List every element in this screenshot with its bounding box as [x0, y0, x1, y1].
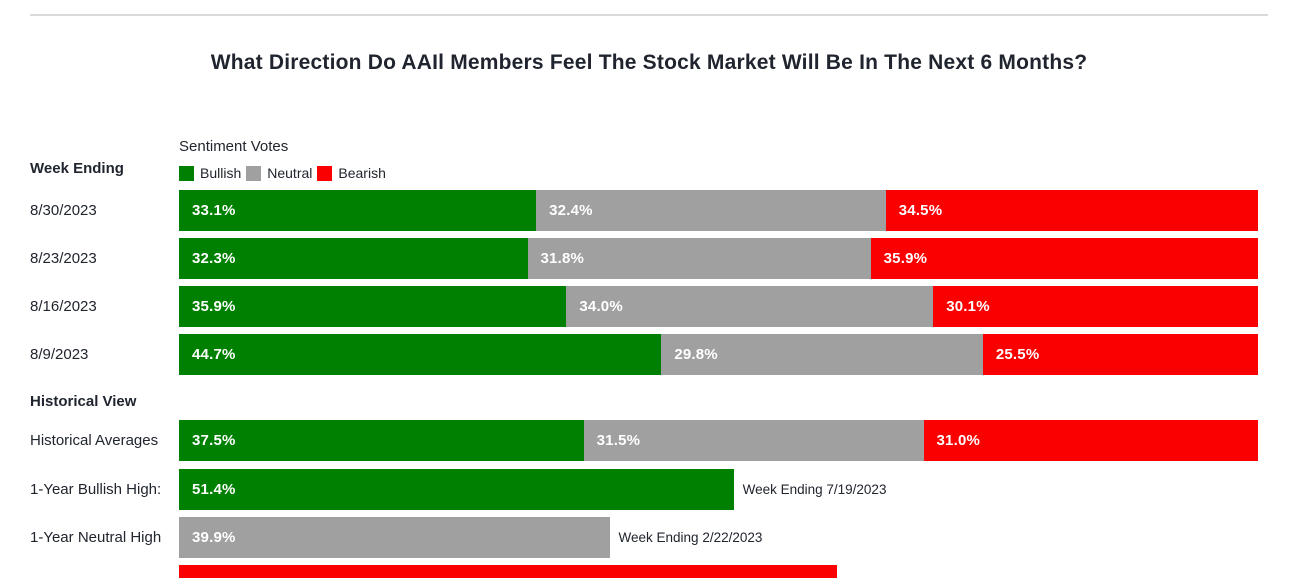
- bar-segment-bullish: 33.1%: [179, 190, 537, 231]
- row-label: 1-Year Bullish High:: [30, 481, 162, 498]
- bar-row: [0, 565, 1298, 578]
- bullish-swatch-icon: [179, 165, 194, 181]
- legend-title: Sentiment Votes: [179, 138, 289, 155]
- bar-segment-bullish: 51.4%: [179, 469, 734, 510]
- bar-value-label: 31.5%: [596, 432, 641, 449]
- legend-item-label: Bearish: [338, 165, 386, 181]
- bar-value-label: 37.5%: [192, 432, 236, 449]
- bar-value-label: 39.9%: [192, 529, 236, 546]
- bar-segment-neutral: 31.8%: [527, 238, 871, 279]
- bar-value-label: 31.0%: [936, 432, 981, 449]
- legend-item-bullish: Bullish: [179, 165, 241, 181]
- bar-value-label: 33.1%: [192, 202, 236, 219]
- bar-value-label: 30.1%: [946, 298, 990, 315]
- legend-item-label: Neutral: [267, 165, 313, 181]
- bar-segment-neutral: 32.4%: [536, 190, 886, 231]
- bar-segment-neutral: 31.5%: [583, 420, 924, 461]
- bar-track: 37.5% 31.5% 31.0%: [179, 420, 1258, 461]
- neutral-swatch-icon: [246, 165, 262, 181]
- bar-row: 1-Year Bullish High: 51.4% Week Ending 7/1…: [0, 469, 1298, 510]
- bar-row: 8/9/2023 44.7% 29.8% 25.5%: [0, 334, 1298, 375]
- bar-segment-neutral: 39.9%: [179, 517, 610, 558]
- bearish-swatch-icon: [317, 165, 333, 181]
- bar-segment-neutral: 29.8%: [661, 334, 983, 375]
- bar-segment-bearish: 30.1%: [933, 286, 1258, 327]
- bar-value-label: 34.0%: [579, 298, 623, 315]
- bar-row: Historical Averages 37.5% 31.5% 31.0%: [0, 420, 1298, 461]
- legend-item-label: Bullish: [200, 165, 242, 181]
- bar-value-label: 44.7%: [192, 346, 236, 363]
- legend: Bullish Neutral Bearish: [179, 165, 391, 182]
- top-divider: [30, 14, 1268, 16]
- bar-row: 8/30/2023 33.1% 32.4% 34.5%: [0, 190, 1298, 231]
- page-title: What Direction Do AAIl Members Feel The …: [210, 51, 1088, 74]
- bar-row: 1-Year Neutral High 39.9% Week Ending 2/22…: [0, 517, 1298, 558]
- row-label: [30, 565, 175, 578]
- bar-segment-bearish: 31.0%: [923, 420, 1258, 461]
- historical-view-header: Historical View: [30, 393, 137, 410]
- bar-value-label: 31.8%: [540, 250, 585, 267]
- bar-value-label: 35.9%: [883, 250, 928, 267]
- bar-segment-bearish: 34.5%: [885, 190, 1258, 231]
- bar-track: [179, 565, 1258, 578]
- bar-row: 8/23/2023 32.3% 31.8% 35.9%: [0, 238, 1298, 279]
- bar-segment-bullish: 44.7%: [179, 334, 662, 375]
- bar-track: 51.4%: [179, 469, 1258, 510]
- row-label: 8/16/2023: [30, 298, 97, 315]
- bar-track: 35.9% 34.0% 30.1%: [179, 286, 1258, 327]
- bar-value-label: 32.3%: [192, 250, 236, 267]
- row-label: Historical Averages: [30, 432, 159, 449]
- bar-row: 8/16/2023 35.9% 34.0% 30.1%: [0, 286, 1298, 327]
- bar-track: 44.7% 29.8% 25.5%: [179, 334, 1258, 375]
- bar-track: 39.9%: [179, 517, 1258, 558]
- row-label: 1-Year Neutral High: [30, 529, 162, 546]
- bar-segment-bullish: 35.9%: [179, 286, 567, 327]
- legend-item-neutral: Neutral: [246, 165, 312, 181]
- bar-segment-neutral: 34.0%: [566, 286, 934, 327]
- bar-value-label: 25.5%: [995, 346, 1040, 363]
- bar-segment-bullish: 32.3%: [179, 238, 528, 279]
- bar-segment-bearish: [179, 565, 838, 578]
- row-label: 8/9/2023: [30, 346, 89, 363]
- bar-track: 32.3% 31.8% 35.9%: [179, 238, 1258, 279]
- bar-value-label: 51.4%: [192, 481, 236, 498]
- row-label: 8/30/2023: [30, 202, 97, 219]
- bar-value-label: 34.5%: [898, 202, 943, 219]
- bar-value-label: 32.4%: [549, 202, 593, 219]
- bar-value-label: 35.9%: [192, 298, 236, 315]
- week-ending-column-header: Week Ending: [30, 160, 124, 177]
- bar-segment-bearish: 35.9%: [870, 238, 1258, 279]
- bar-track: 33.1% 32.4% 34.5%: [179, 190, 1258, 231]
- bar-annotation: Week Ending 2/22/2023: [618, 530, 763, 545]
- bar-segment-bullish: 37.5%: [179, 420, 584, 461]
- bar-annotation: Week Ending 7/19/2023: [742, 482, 887, 497]
- bar-segment-bearish: 25.5%: [982, 334, 1258, 375]
- legend-item-bearish: Bearish: [317, 165, 386, 181]
- bar-value-label: 29.8%: [674, 346, 718, 363]
- row-label: 8/23/2023: [30, 250, 97, 267]
